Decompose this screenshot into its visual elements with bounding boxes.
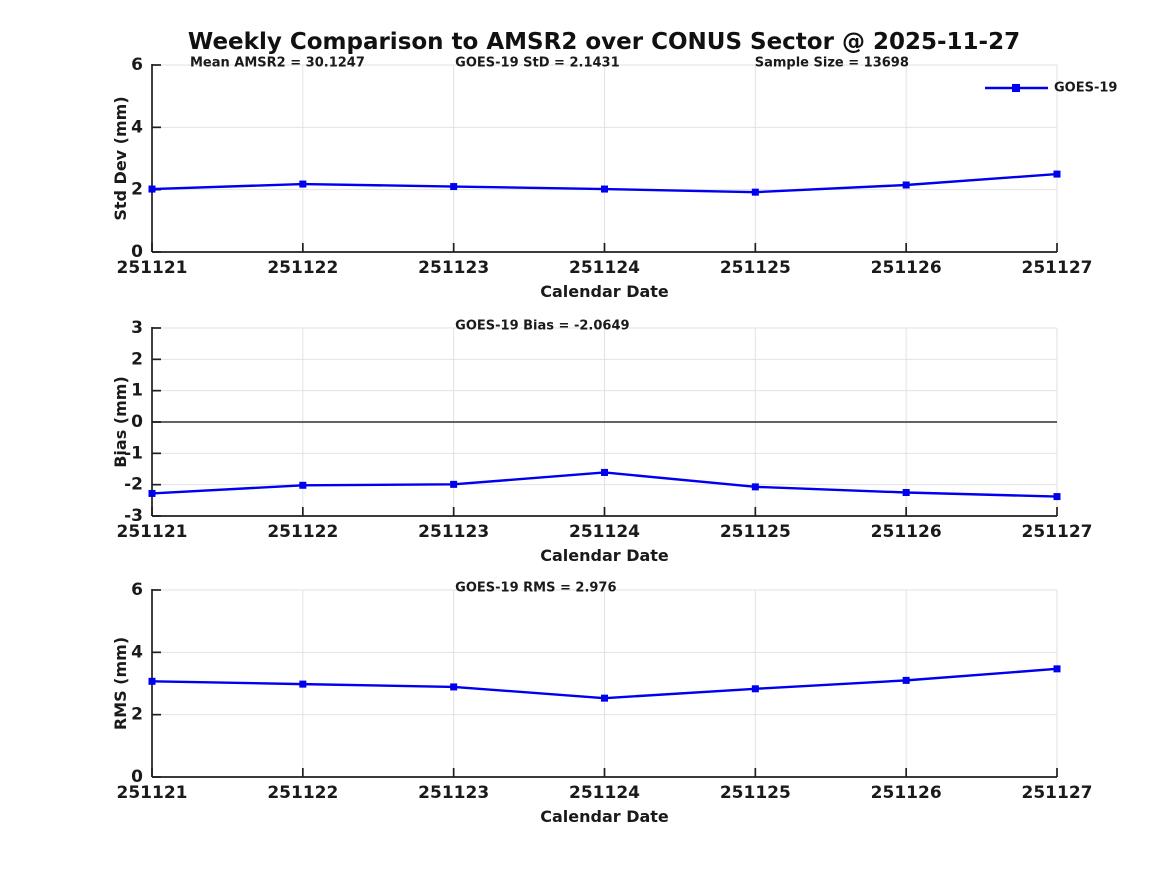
data-point-marker bbox=[902, 181, 910, 189]
x-tick-label: 251124 bbox=[569, 522, 640, 542]
x-tick-label: 251121 bbox=[117, 522, 188, 542]
x-tick-label: 251122 bbox=[267, 258, 338, 278]
data-point-marker bbox=[1053, 493, 1061, 501]
data-point-marker bbox=[751, 188, 759, 196]
x-axis-label: Calendar Date bbox=[540, 546, 669, 565]
x-tick-label: 251124 bbox=[569, 783, 640, 803]
y-tick-label: -2 bbox=[124, 475, 143, 495]
data-point-marker bbox=[148, 489, 156, 497]
x-tick-label: 251121 bbox=[117, 258, 188, 278]
x-tick-label: 251123 bbox=[418, 522, 489, 542]
data-point-marker bbox=[1053, 170, 1061, 178]
data-point-marker bbox=[450, 683, 458, 691]
data-point-marker bbox=[902, 676, 910, 684]
data-point-marker bbox=[601, 185, 608, 193]
x-tick-label: 251125 bbox=[720, 522, 791, 542]
x-tick-label: 251123 bbox=[418, 258, 489, 278]
x-tick-label: 251127 bbox=[1022, 522, 1093, 542]
y-tick-label: 2 bbox=[131, 180, 143, 200]
data-point-marker bbox=[1053, 665, 1061, 673]
x-tick-label: 251125 bbox=[720, 783, 791, 803]
x-tick-label: 251125 bbox=[720, 258, 791, 278]
panel-annotation: Mean AMSR2 = 30.1247 bbox=[190, 56, 365, 71]
x-tick-label: 251126 bbox=[871, 258, 942, 278]
y-tick-label: 6 bbox=[131, 55, 143, 75]
y-tick-label: -1 bbox=[124, 443, 143, 463]
x-tick-label: 251122 bbox=[267, 522, 338, 542]
legend-marker bbox=[1012, 84, 1020, 92]
legend-label: GOES-19 bbox=[1054, 81, 1117, 96]
data-point-marker bbox=[902, 489, 910, 496]
panel-annotation: GOES-19 RMS = 2.976 bbox=[455, 581, 616, 596]
data-point-marker bbox=[148, 677, 156, 685]
data-point-marker bbox=[299, 180, 307, 188]
data-point-marker bbox=[751, 483, 759, 491]
x-axis-label: Calendar Date bbox=[540, 282, 669, 301]
x-tick-label: 251124 bbox=[569, 258, 640, 278]
y-axis-label: Bias (mm) bbox=[111, 376, 130, 468]
y-tick-label: 2 bbox=[131, 349, 143, 369]
data-point-marker bbox=[601, 468, 608, 476]
data-point-marker bbox=[299, 481, 307, 489]
data-point-marker bbox=[751, 685, 759, 693]
x-axis-label: Calendar Date bbox=[540, 807, 669, 826]
y-tick-label: 4 bbox=[131, 117, 143, 137]
y-axis-label: RMS (mm) bbox=[111, 637, 130, 730]
y-tick-label: 6 bbox=[131, 580, 143, 600]
panel-annotation: Sample Size = 13698 bbox=[755, 56, 909, 71]
panel-annotation: GOES-19 Bias = -2.0649 bbox=[455, 319, 629, 334]
panel-annotation: GOES-19 StD = 2.1431 bbox=[455, 56, 619, 71]
data-point-marker bbox=[148, 185, 156, 193]
data-point-marker bbox=[299, 680, 307, 688]
y-tick-label: 4 bbox=[131, 642, 143, 662]
chart-title: Weekly Comparison to AMSR2 over CONUS Se… bbox=[187, 29, 1021, 55]
data-point-marker bbox=[450, 183, 458, 191]
y-tick-label: 1 bbox=[131, 381, 143, 401]
x-tick-label: 251122 bbox=[267, 783, 338, 803]
data-point-marker bbox=[601, 694, 608, 702]
x-tick-label: 251126 bbox=[871, 522, 942, 542]
y-tick-label: -3 bbox=[124, 506, 143, 526]
y-tick-label: 0 bbox=[131, 412, 143, 432]
y-axis-label: Std Dev (mm) bbox=[111, 96, 130, 220]
x-tick-label: 251127 bbox=[1022, 783, 1093, 803]
y-tick-label: 0 bbox=[131, 767, 143, 787]
x-tick-label: 251127 bbox=[1022, 258, 1093, 278]
x-tick-label: 251121 bbox=[117, 783, 188, 803]
x-tick-label: 251126 bbox=[871, 783, 942, 803]
y-tick-label: 2 bbox=[131, 705, 143, 725]
x-tick-label: 251123 bbox=[418, 783, 489, 803]
y-tick-label: 3 bbox=[131, 318, 143, 338]
data-point-marker bbox=[450, 480, 458, 488]
y-tick-label: 0 bbox=[131, 242, 143, 262]
